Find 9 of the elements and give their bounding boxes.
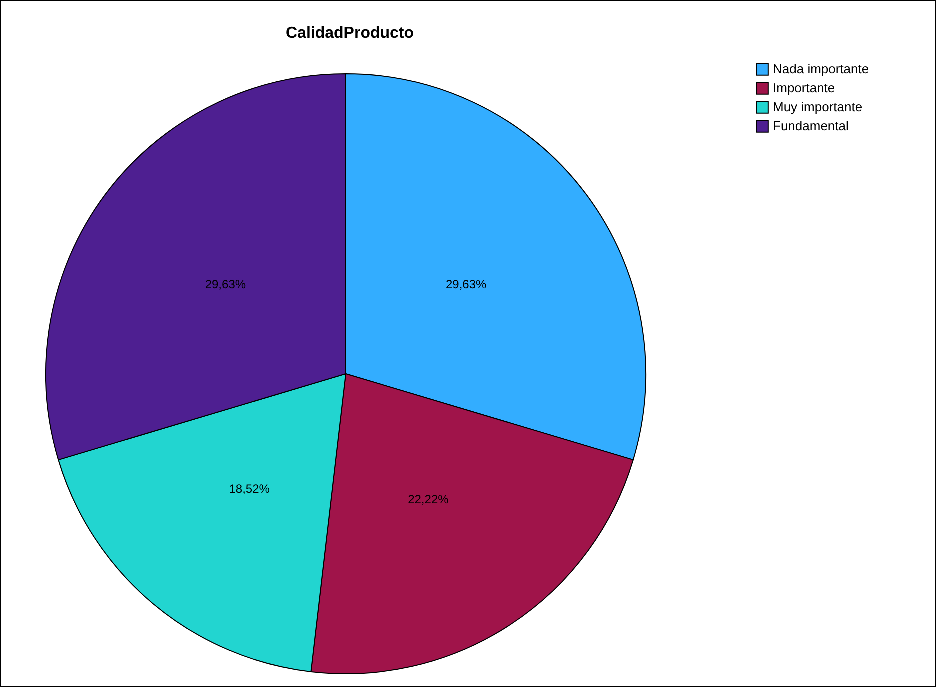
data-label: 18,52% [229, 482, 270, 496]
data-label: 29,63% [205, 277, 246, 292]
legend-label: Fundamental [773, 118, 849, 134]
data-label: 22,22% [408, 492, 450, 506]
data-label: 29,63% [446, 277, 487, 292]
legend-label: Muy importante [773, 100, 863, 114]
legend-label: Importante [773, 80, 836, 96]
chart-title: CalidadProducto [286, 25, 414, 42]
legend-label: Nada importante [773, 62, 870, 76]
